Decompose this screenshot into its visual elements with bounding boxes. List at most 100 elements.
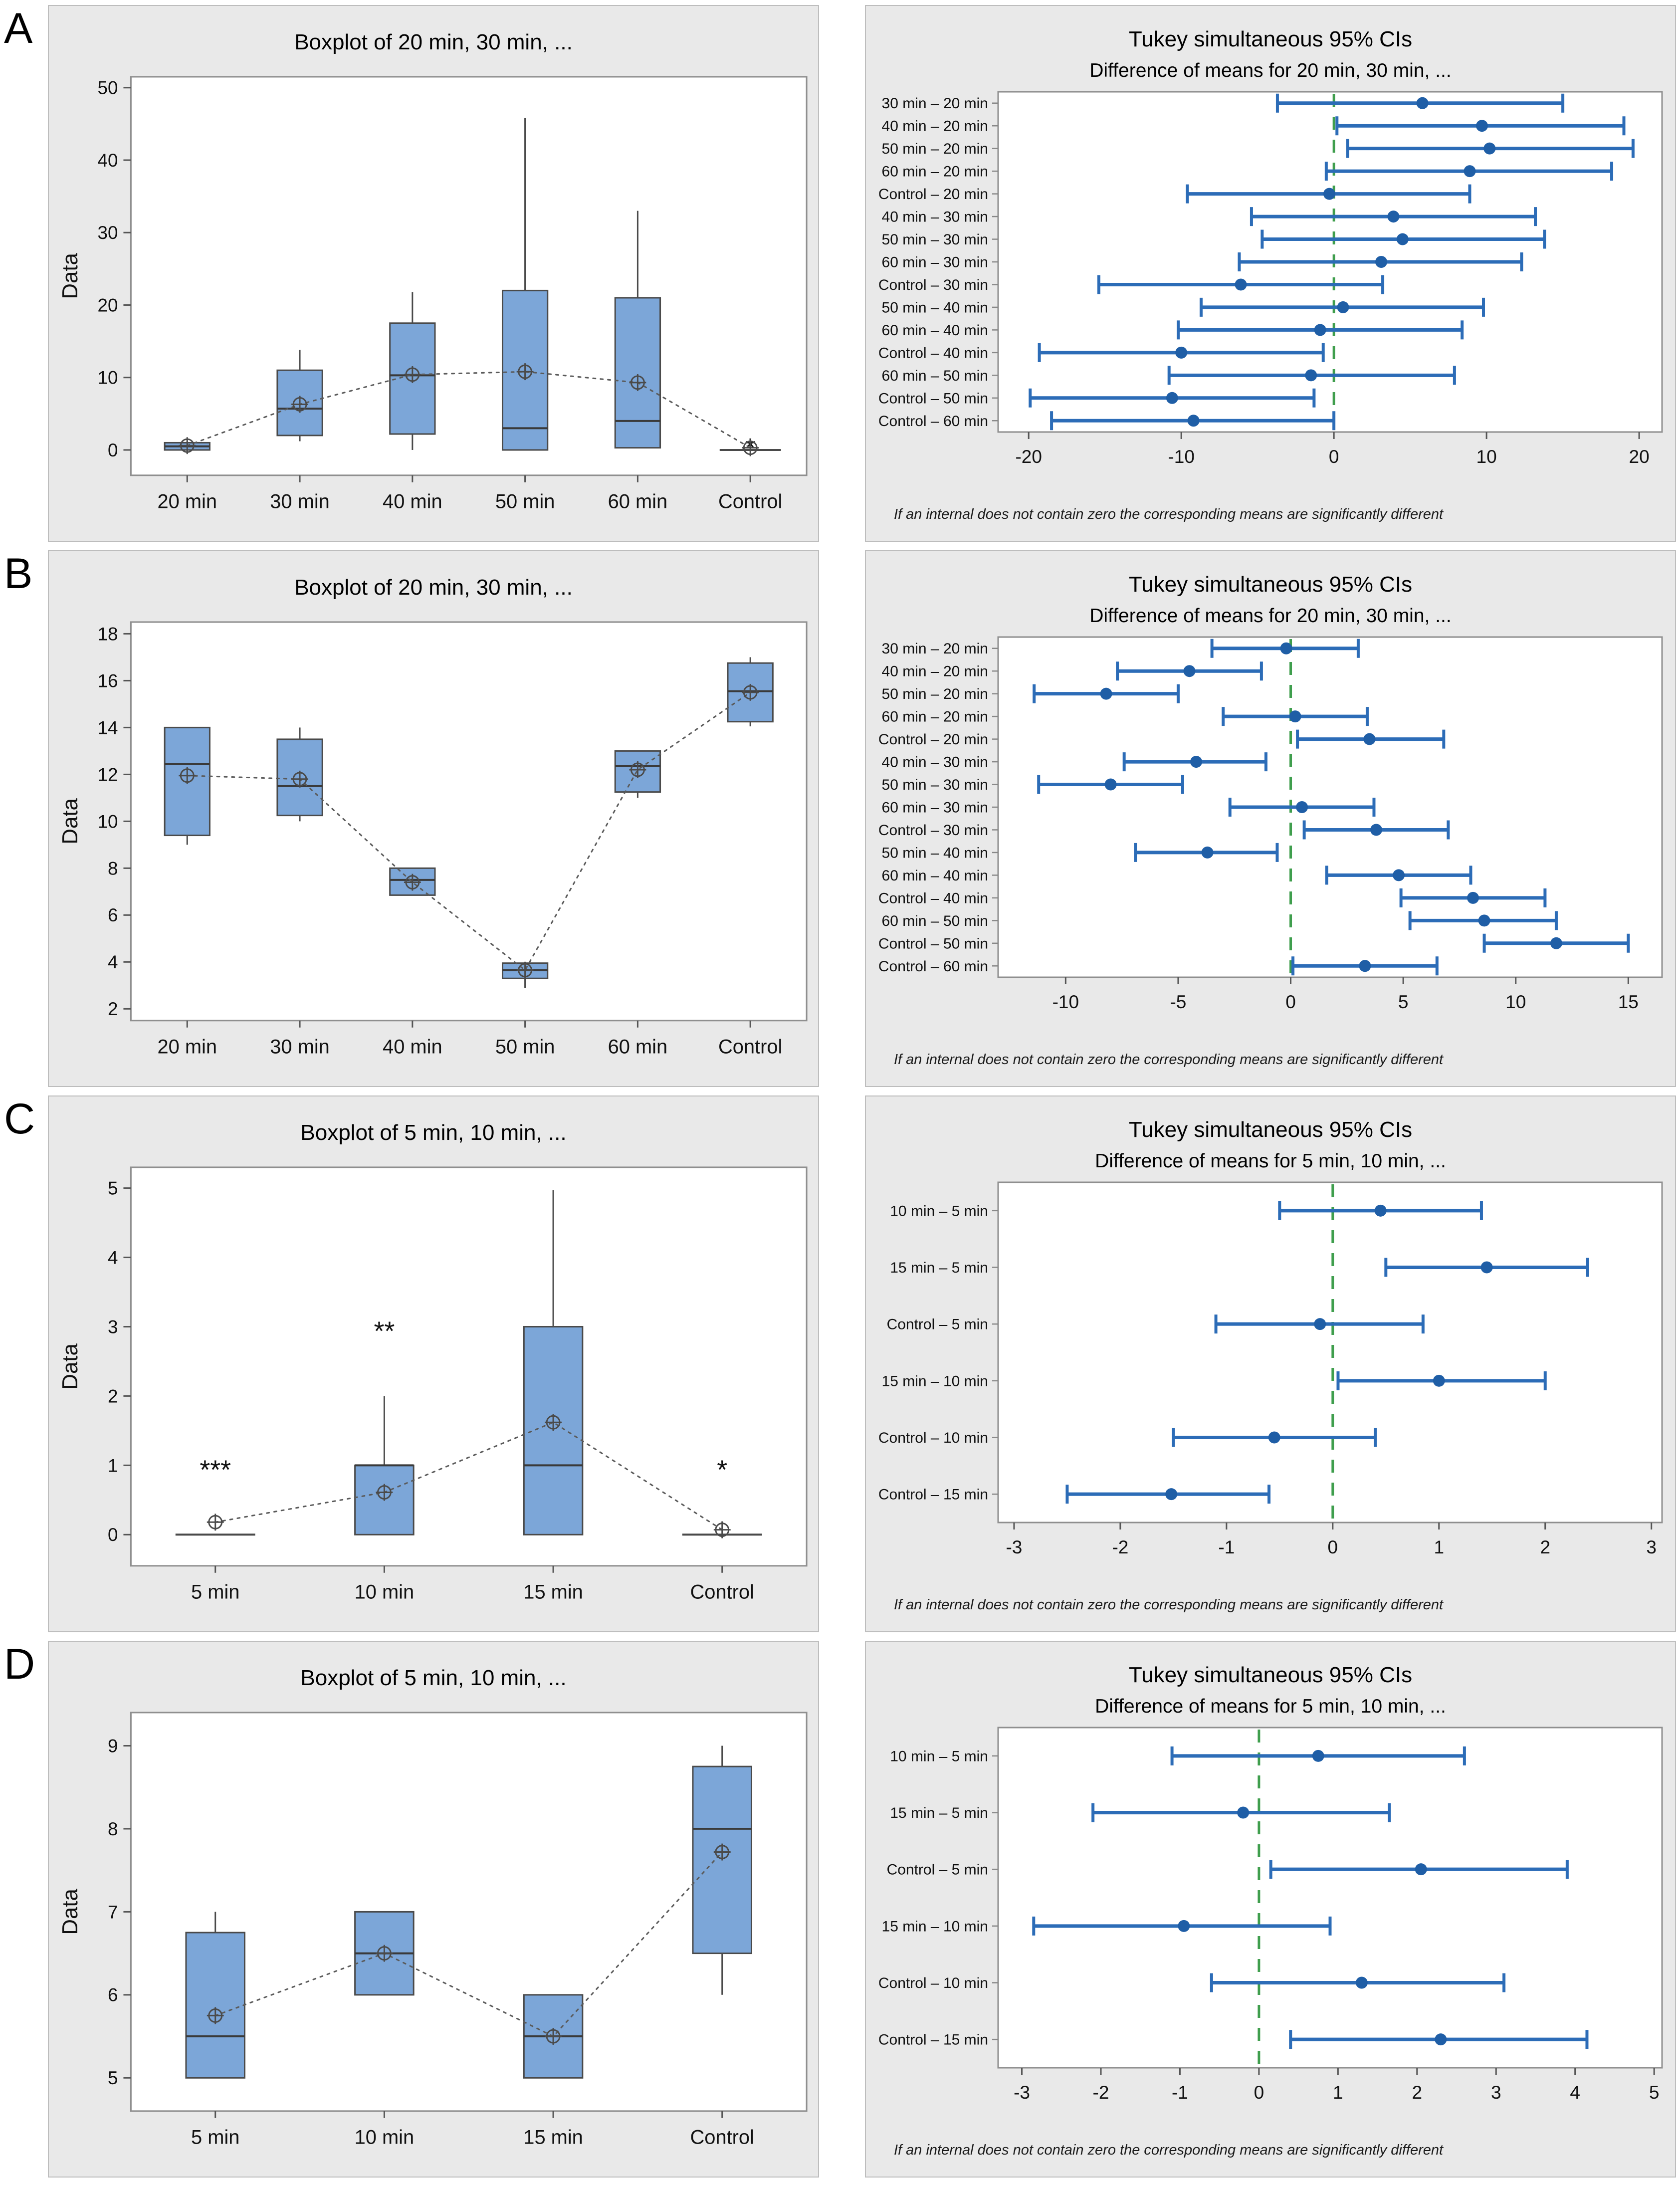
ci-row: 30 min – 20 min	[882, 639, 1360, 658]
svg-text:5: 5	[1398, 992, 1409, 1012]
x-axis: 5 min 10 min 15 min Control	[191, 2111, 754, 2148]
svg-text:3: 3	[1646, 1537, 1657, 1557]
ci-point-estimate	[1165, 1488, 1178, 1501]
svg-text:-2: -2	[1093, 2082, 1109, 2103]
ci-row-label: Control – 10 min	[878, 1430, 988, 1446]
x-axis: -10 -5 0 5 10 15	[1052, 977, 1639, 1012]
boxplot-title-c: Boxplot of 5 min, 10 min, ...	[300, 1120, 567, 1145]
tukey-canvas-b: -10 -5 0 5 10 15 30 min – 20 min 40 min – 20 mi…	[878, 636, 1663, 1012]
svg-text:20: 20	[97, 295, 118, 315]
outlier-marker: **	[374, 1316, 395, 1346]
ci-point-estimate	[1314, 324, 1326, 336]
ci-point-estimate	[1483, 142, 1496, 155]
boxplot-canvas-d: 5 6 7 8 9 Data 5 min 10 min 15 min Control	[58, 1712, 808, 2148]
category-label: 10 min	[355, 2126, 415, 2148]
row-letter-a: A	[4, 4, 33, 52]
ci-point-estimate	[1550, 937, 1562, 949]
tukey-footnote-a: If an internal does not contain zero the…	[894, 506, 1444, 522]
x-axis: 20 min 30 min 40 min 50 min 60 min Control	[157, 1020, 782, 1058]
ci-row-label: 50 min – 40 min	[882, 299, 988, 316]
svg-text:4: 4	[108, 1247, 118, 1268]
svg-text:5: 5	[108, 1178, 118, 1198]
tukey-panel-d: Tukey simultaneous 95% CIs Difference of…	[865, 1641, 1676, 2178]
y-axis-label: Data	[58, 1888, 82, 1935]
ci-row: 60 min – 50 min	[882, 911, 1558, 930]
svg-text:15: 15	[1618, 992, 1639, 1012]
mean-marker	[179, 767, 196, 784]
tukey-title-a: Tukey simultaneous 95% CIs	[1128, 27, 1413, 51]
svg-text:10: 10	[97, 811, 118, 832]
y-axis-label: Data	[58, 252, 82, 299]
box-20 min	[164, 726, 210, 845]
ci-point-estimate	[1478, 914, 1490, 927]
ci-row: Control – 40 min	[878, 343, 1325, 362]
tukey-canvas-c: -3 -2 -1 0 1 2 3 10 min – 5 min 15 min – 5 min Co…	[878, 1181, 1663, 1557]
ci-row-label: 30 min – 20 min	[882, 641, 988, 657]
svg-text:5: 5	[108, 2068, 118, 2088]
ci-row-label: Control – 40 min	[878, 890, 988, 906]
ci-row: Control – 60 min	[878, 411, 1336, 431]
mean-connect-line	[186, 691, 751, 971]
mean-marker	[404, 366, 421, 383]
ci-row-label: 50 min – 30 min	[882, 777, 988, 793]
plot-area	[130, 1166, 808, 1567]
svg-text:4: 4	[108, 952, 118, 972]
plot-area	[997, 1181, 1663, 1524]
svg-text:-1: -1	[1218, 1537, 1235, 1557]
tukey-panel-c: Tukey simultaneous 95% CIs Difference of…	[865, 1095, 1676, 1632]
category-label: 60 min	[608, 1036, 668, 1058]
boxes: ******	[175, 1190, 762, 1535]
svg-text:2: 2	[108, 1386, 118, 1406]
category-label: Control	[690, 1581, 754, 1603]
ci-row-label: 40 min – 30 min	[882, 754, 988, 771]
ci-point-estimate	[1190, 756, 1203, 768]
ci-row: Control – 15 min	[878, 1485, 1271, 1504]
ci-row: Control – 20 min	[878, 729, 1446, 749]
ci-row-label: Control – 30 min	[878, 277, 988, 293]
tukey-footnote-d: If an internal does not contain zero the…	[894, 2142, 1444, 2158]
svg-text:-10: -10	[1168, 446, 1194, 467]
ci-row-label: 40 min – 20 min	[882, 118, 988, 135]
tukey-title-b: Tukey simultaneous 95% CIs	[1128, 572, 1413, 597]
ci-row-label: 50 min – 30 min	[882, 231, 988, 248]
tukey-subtitle-d: Difference of means for 5 min, 10 min, .…	[1095, 1696, 1446, 1717]
ci-row-label: 60 min – 40 min	[882, 868, 988, 884]
ci-point-estimate	[1396, 233, 1409, 245]
mean-marker	[516, 363, 534, 380]
ci-row-label: 60 min – 50 min	[882, 368, 988, 384]
ci-point-estimate	[1268, 1431, 1280, 1444]
category-label: Control	[718, 1036, 782, 1058]
mean-marker	[629, 761, 646, 778]
x-axis: 5 min 10 min 15 min Control	[191, 1565, 754, 1603]
svg-text:-5: -5	[1170, 992, 1186, 1012]
ci-point-estimate	[1359, 960, 1371, 972]
tukey-canvas-a: -20 -10 0 10 20 30 min – 20 min 40 min – 20 mi…	[878, 91, 1663, 467]
ci-point-estimate	[1355, 1976, 1368, 1989]
category-label: 60 min	[608, 490, 668, 512]
ci-row: 10 min – 5 min	[890, 1746, 1466, 1765]
svg-text:10: 10	[97, 367, 118, 388]
svg-text:-20: -20	[1015, 446, 1042, 467]
mean-marker	[713, 1843, 731, 1861]
ci-row: 50 min – 40 min	[882, 297, 1485, 317]
svg-text:30: 30	[97, 222, 118, 243]
ci-point-estimate	[1289, 710, 1301, 723]
ci-row: Control – 15 min	[878, 2030, 1589, 2049]
ci-row: Control – 60 min	[878, 956, 1439, 976]
box-5 min: ***	[175, 1455, 255, 1535]
ci-row: 40 min – 20 min	[882, 661, 1263, 681]
ci-row-label: 50 min – 20 min	[882, 686, 988, 702]
figure-row-d: D Boxplot of 5 min, 10 min, ... 5 6 7 8 9 Dat…	[4, 1641, 1680, 2178]
box-60 min	[614, 211, 661, 448]
tukey-subtitle-c: Difference of means for 5 min, 10 min, .…	[1095, 1150, 1446, 1172]
ci-point-estimate	[1415, 1863, 1427, 1876]
svg-text:10: 10	[1476, 446, 1497, 467]
ci-point-estimate	[1433, 1374, 1445, 1387]
ci-row: 60 min – 50 min	[882, 366, 1456, 385]
ci-row-label: 15 min – 10 min	[882, 1373, 988, 1389]
category-label: 20 min	[157, 1036, 217, 1058]
ci-point-estimate	[1370, 824, 1382, 836]
ci-point-estimate	[1374, 1204, 1387, 1217]
x-axis: -3 -2 -1 0 1 2 3 4 5	[1014, 2068, 1659, 2103]
